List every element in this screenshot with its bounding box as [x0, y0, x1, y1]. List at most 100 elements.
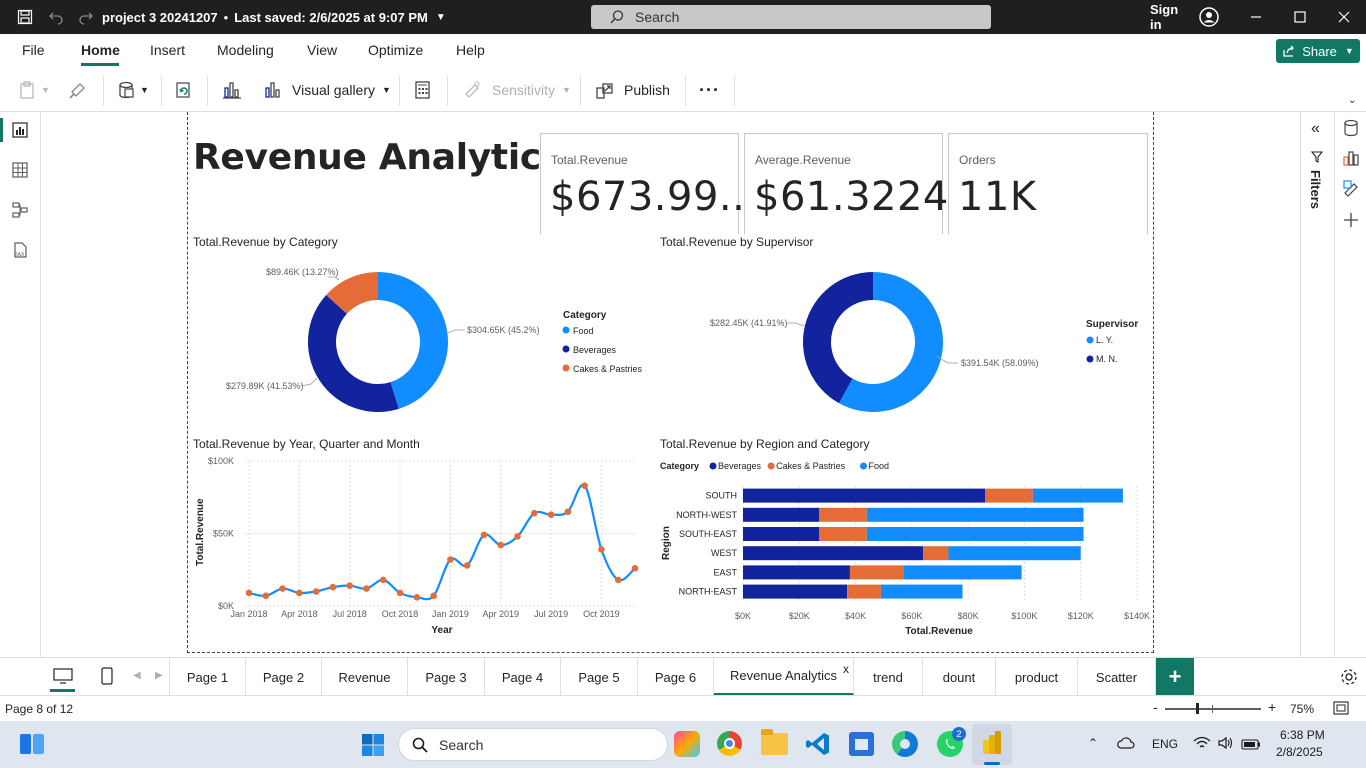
- donut-slice-cakes-pastries[interactable]: [326, 272, 378, 314]
- clock-time[interactable]: 6:38 PM: [1280, 728, 1325, 742]
- data-point[interactable]: [279, 585, 286, 592]
- wifi-icon[interactable]: [1193, 736, 1211, 753]
- data-point[interactable]: [497, 541, 505, 549]
- bar-segment[interactable]: [818, 507, 867, 522]
- maximize-icon[interactable]: [1282, 0, 1318, 34]
- bar-segment[interactable]: [847, 584, 881, 599]
- bar-segment[interactable]: [985, 488, 1033, 503]
- tab-page-3[interactable]: Page 3: [408, 658, 485, 696]
- bar-segment[interactable]: [743, 565, 850, 580]
- tab-dount[interactable]: dount: [923, 658, 996, 696]
- format-painter-icon[interactable]: [68, 68, 88, 112]
- tab-page-4[interactable]: Page 4: [485, 658, 561, 696]
- stacked-bar-chart-region[interactable]: Category Beverages Cakes & Pastries Food S…: [656, 452, 1152, 642]
- kpi-card-orders[interactable]: Orders 11K: [948, 133, 1148, 234]
- tab-scatter[interactable]: Scatter: [1078, 658, 1156, 696]
- menu-file[interactable]: File: [22, 42, 45, 58]
- format-pane-icon[interactable]: [1341, 178, 1361, 203]
- tab-trend[interactable]: trend: [854, 658, 923, 696]
- bar-segment[interactable]: [743, 527, 819, 541]
- bar-segment[interactable]: [880, 584, 963, 599]
- tab-page-5[interactable]: Page 5: [561, 658, 638, 696]
- zoom-slider-thumb[interactable]: [1196, 703, 1199, 714]
- minimize-icon[interactable]: [1236, 0, 1276, 34]
- data-point[interactable]: [245, 589, 253, 597]
- battery-icon[interactable]: [1241, 738, 1261, 753]
- close-icon[interactable]: [1326, 0, 1362, 34]
- bar-segment[interactable]: [866, 507, 1084, 522]
- settings-gear-icon[interactable]: [1339, 667, 1359, 692]
- menu-modeling[interactable]: Modeling: [217, 42, 274, 58]
- data-point[interactable]: [547, 511, 555, 518]
- vscode-app-icon[interactable]: [805, 731, 831, 760]
- kpi-card-average-revenue[interactable]: Average.Revenue $61.3224: [744, 133, 948, 234]
- legend-item-mn[interactable]: M. N.: [1096, 354, 1118, 364]
- paste-button[interactable]: ▼: [18, 68, 50, 112]
- data-point[interactable]: [262, 592, 270, 600]
- data-point[interactable]: [296, 589, 303, 597]
- kpi-card-total-revenue[interactable]: Total.Revenue $673.99...: [540, 133, 758, 234]
- refresh-button[interactable]: [174, 68, 194, 112]
- bar-segment[interactable]: [923, 546, 949, 561]
- bar-segment[interactable]: [743, 546, 924, 561]
- tab-page-6[interactable]: Page 6: [638, 658, 714, 696]
- bar-segment[interactable]: [849, 565, 904, 580]
- data-point[interactable]: [396, 589, 404, 597]
- donut-chart-category[interactable]: $89.46K (13.27%) $304.65K (45.2%) $279.8…: [193, 250, 653, 430]
- tab-scroll-right-icon[interactable]: ▶: [155, 670, 163, 681]
- bar-segment[interactable]: [743, 507, 819, 522]
- legend-item-beverages[interactable]: Beverages: [573, 345, 617, 355]
- sign-in-link[interactable]: Sign in: [1150, 2, 1179, 32]
- data-point[interactable]: [631, 565, 639, 572]
- data-point[interactable]: [581, 482, 588, 489]
- add-pane-icon[interactable]: [1341, 210, 1361, 235]
- powerbi-app-button[interactable]: [972, 724, 1012, 765]
- chevron-down-icon[interactable]: ▼: [435, 11, 446, 23]
- data-point[interactable]: [413, 594, 421, 601]
- edge-app-icon[interactable]: [892, 731, 918, 757]
- sensitivity-button[interactable]: Sensitivity ▼: [463, 68, 571, 112]
- data-point[interactable]: [329, 583, 337, 591]
- data-point[interactable]: [514, 533, 521, 540]
- tab-scroll-left-icon[interactable]: ◀: [133, 670, 141, 681]
- bar-segment[interactable]: [743, 488, 986, 503]
- get-data-button[interactable]: ▼: [117, 68, 149, 112]
- calculator-button[interactable]: [414, 68, 432, 112]
- store-app-icon[interactable]: [849, 732, 874, 756]
- legend-item[interactable]: Cakes & Pastries: [776, 461, 846, 471]
- data-point[interactable]: [463, 562, 471, 569]
- filters-pane-collapsed[interactable]: « Filters: [1300, 112, 1334, 657]
- visualizations-pane-icon[interactable]: [1341, 148, 1361, 173]
- bar-segment[interactable]: [818, 527, 867, 541]
- language-indicator[interactable]: ENG: [1152, 737, 1179, 751]
- donut-chart-supervisor[interactable]: $282.45K (41.91%) $391.54K (58.09%) Supe…: [660, 250, 1150, 430]
- save-icon[interactable]: [8, 0, 42, 34]
- data-point[interactable]: [598, 546, 605, 553]
- bar-segment[interactable]: [866, 527, 1084, 541]
- publish-button[interactable]: Publish: [595, 68, 670, 112]
- tab-page-2[interactable]: Page 2: [246, 658, 322, 696]
- data-pane-icon[interactable]: [1341, 118, 1361, 143]
- visual-gallery-button[interactable]: Visual gallery ▼: [263, 68, 391, 112]
- data-point[interactable]: [564, 508, 572, 516]
- tab-product[interactable]: product: [996, 658, 1078, 696]
- report-view-icon[interactable]: [11, 121, 29, 144]
- bar-segment[interactable]: [1032, 488, 1123, 503]
- donut-slice-m-n[interactable]: [803, 272, 873, 404]
- tab-revenue-analytics[interactable]: Revenue Analytics x: [714, 658, 854, 696]
- menu-insert[interactable]: Insert: [150, 42, 186, 58]
- menu-home[interactable]: Home: [81, 42, 120, 58]
- more-options-button[interactable]: ···: [699, 79, 720, 100]
- legend-item-ly[interactable]: L. Y.: [1096, 335, 1113, 345]
- cloud-icon[interactable]: [1117, 737, 1135, 752]
- legend-item[interactable]: Beverages: [718, 461, 762, 471]
- donut-slice-beverages[interactable]: [307, 294, 399, 412]
- data-point[interactable]: [614, 576, 622, 584]
- legend-item-food[interactable]: Food: [573, 326, 594, 336]
- line-chart-trend[interactable]: $0K $50K $100K Jan 2018 Apr 2018 Jul 2018 Oct…: [190, 452, 650, 642]
- file-explorer-app-icon[interactable]: [761, 729, 788, 755]
- dax-query-view-icon[interactable]: DAX: [11, 241, 29, 264]
- tab-page-1[interactable]: Page 1: [169, 658, 246, 696]
- model-view-icon[interactable]: [11, 201, 29, 224]
- data-point[interactable]: [312, 588, 320, 595]
